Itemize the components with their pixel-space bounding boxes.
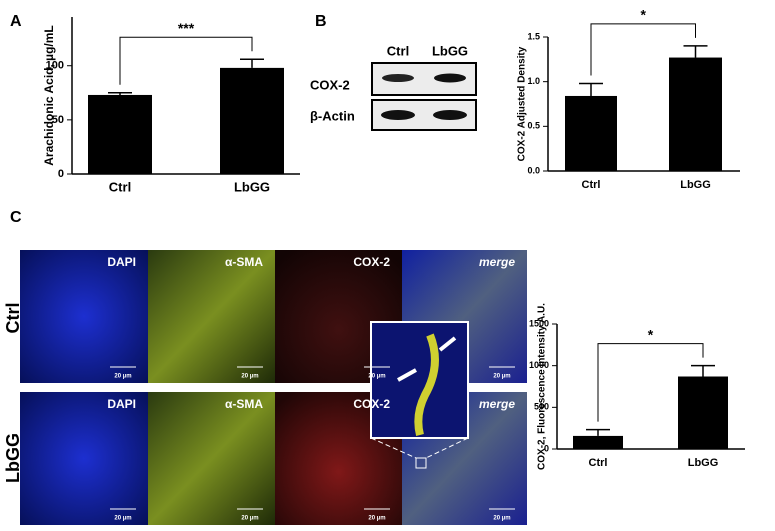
x-tick-label: Ctrl — [582, 179, 601, 191]
lane-label: LbGG — [432, 43, 468, 58]
significance-label: * — [648, 326, 654, 342]
significance-label: *** — [178, 20, 195, 36]
inset-box — [415, 457, 427, 469]
scale-label: 20 µm — [114, 374, 131, 380]
panel-label: B — [315, 13, 327, 30]
y-tick-label: 0.0 — [527, 165, 540, 175]
bar — [220, 67, 284, 174]
scale-label: 20 µm — [114, 516, 131, 522]
y-tick-label: 1.5 — [527, 31, 540, 41]
scale-label: 20 µm — [368, 516, 385, 522]
channel-label: α-SMA — [225, 255, 263, 269]
error-bar — [108, 92, 132, 95]
blot-row-label: COX-2 — [310, 77, 350, 92]
y-tick-label: 500 — [534, 402, 549, 412]
inset-guide — [370, 437, 469, 459]
scale-label: 20 µm — [241, 374, 258, 380]
channel-label: COX-2 — [353, 255, 390, 269]
y-tick-label: 0 — [544, 443, 549, 453]
band — [434, 73, 466, 83]
bar — [565, 95, 617, 171]
channel-label: α-SMA — [225, 397, 263, 411]
channel-label: DAPI — [107, 397, 136, 411]
x-tick-label: Ctrl — [109, 179, 131, 194]
bar — [573, 435, 623, 449]
significance-bracket — [590, 23, 696, 76]
image — [20, 392, 148, 525]
error-bar — [586, 428, 610, 436]
y-tick-label: 50 — [52, 114, 64, 126]
bar — [678, 376, 728, 449]
x-tick-label: LbGG — [234, 179, 270, 194]
panel-label: A — [10, 13, 22, 30]
significance-bracket — [597, 343, 704, 422]
channel-label: merge — [479, 397, 515, 411]
lane-label: Ctrl — [387, 43, 409, 58]
band — [382, 74, 414, 82]
channel-label: COX-2 — [353, 397, 390, 411]
micrographs — [20, 250, 527, 525]
significance-bracket — [119, 36, 253, 85]
channel-label: merge — [479, 255, 515, 269]
scale-label: 20 µm — [368, 374, 385, 380]
x-tick-label: LbGG — [680, 179, 711, 191]
x-tick-label: Ctrl — [589, 457, 608, 469]
y-tick-label: 0 — [58, 168, 64, 180]
blot-row-label: β-Actin — [310, 108, 355, 123]
y-tick-label: 1000 — [529, 360, 549, 370]
y-axis-label: Arachidonic Acid, µg/mL — [42, 25, 56, 165]
error-bar — [579, 82, 603, 96]
significance-label: * — [641, 7, 647, 23]
band — [381, 110, 415, 120]
row-label: Ctrl — [3, 303, 23, 334]
y-tick-label: 1.0 — [527, 76, 540, 86]
y-axis-label: COX-2 Adjusted Density — [517, 46, 528, 161]
error-bar — [683, 45, 708, 58]
y-tick-label: 1500 — [529, 318, 549, 328]
image — [148, 250, 275, 383]
scale-label: 20 µm — [241, 516, 258, 522]
inset-detail — [414, 333, 439, 436]
image — [20, 250, 148, 383]
bar — [88, 94, 152, 174]
scale-label: 20 µm — [493, 516, 510, 522]
channel-label: DAPI — [107, 255, 136, 269]
row-label: LbGG — [3, 433, 23, 483]
error-bar — [691, 364, 715, 377]
y-tick-label: 100 — [46, 60, 64, 72]
panel-label: C — [10, 209, 22, 226]
error-bar — [240, 58, 264, 68]
arrow — [397, 336, 457, 382]
y-tick-label: 0.5 — [527, 121, 540, 131]
band — [433, 110, 467, 120]
y-axis-label: COX-2, Fluorescence Intensity A.U. — [537, 303, 548, 470]
scale-label: 20 µm — [493, 374, 510, 380]
image — [148, 392, 275, 525]
bar — [669, 57, 722, 172]
x-tick-label: LbGG — [688, 457, 719, 469]
